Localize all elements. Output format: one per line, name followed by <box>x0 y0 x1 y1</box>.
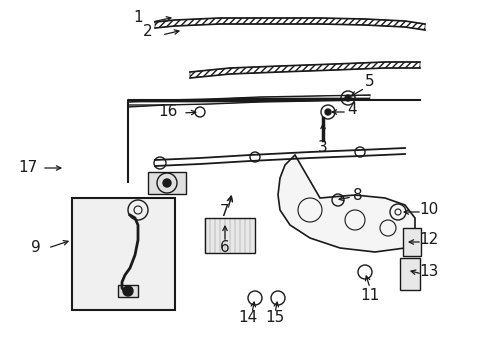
Text: 17: 17 <box>19 161 38 175</box>
Circle shape <box>345 95 350 101</box>
Circle shape <box>325 109 330 115</box>
Bar <box>204 218 254 253</box>
Polygon shape <box>278 155 414 252</box>
Text: 2: 2 <box>143 24 153 40</box>
Circle shape <box>123 286 133 296</box>
Circle shape <box>163 179 171 187</box>
Text: 9: 9 <box>31 240 41 256</box>
Text: 16: 16 <box>158 104 177 120</box>
Text: 13: 13 <box>418 265 438 279</box>
Text: 7: 7 <box>220 204 229 220</box>
Text: 3: 3 <box>318 140 327 156</box>
Text: 15: 15 <box>265 310 284 325</box>
Text: 6: 6 <box>220 240 229 256</box>
Text: 11: 11 <box>360 288 379 302</box>
Bar <box>402 228 420 256</box>
Text: 10: 10 <box>419 202 438 217</box>
Text: 12: 12 <box>419 233 438 248</box>
Bar <box>148 172 185 194</box>
Bar <box>118 285 138 297</box>
Text: 8: 8 <box>352 188 362 202</box>
Bar <box>399 258 419 290</box>
Bar <box>72 198 175 310</box>
Text: 1: 1 <box>133 10 142 26</box>
Text: 4: 4 <box>346 103 356 117</box>
Text: 5: 5 <box>365 75 374 90</box>
Text: 14: 14 <box>238 310 257 325</box>
